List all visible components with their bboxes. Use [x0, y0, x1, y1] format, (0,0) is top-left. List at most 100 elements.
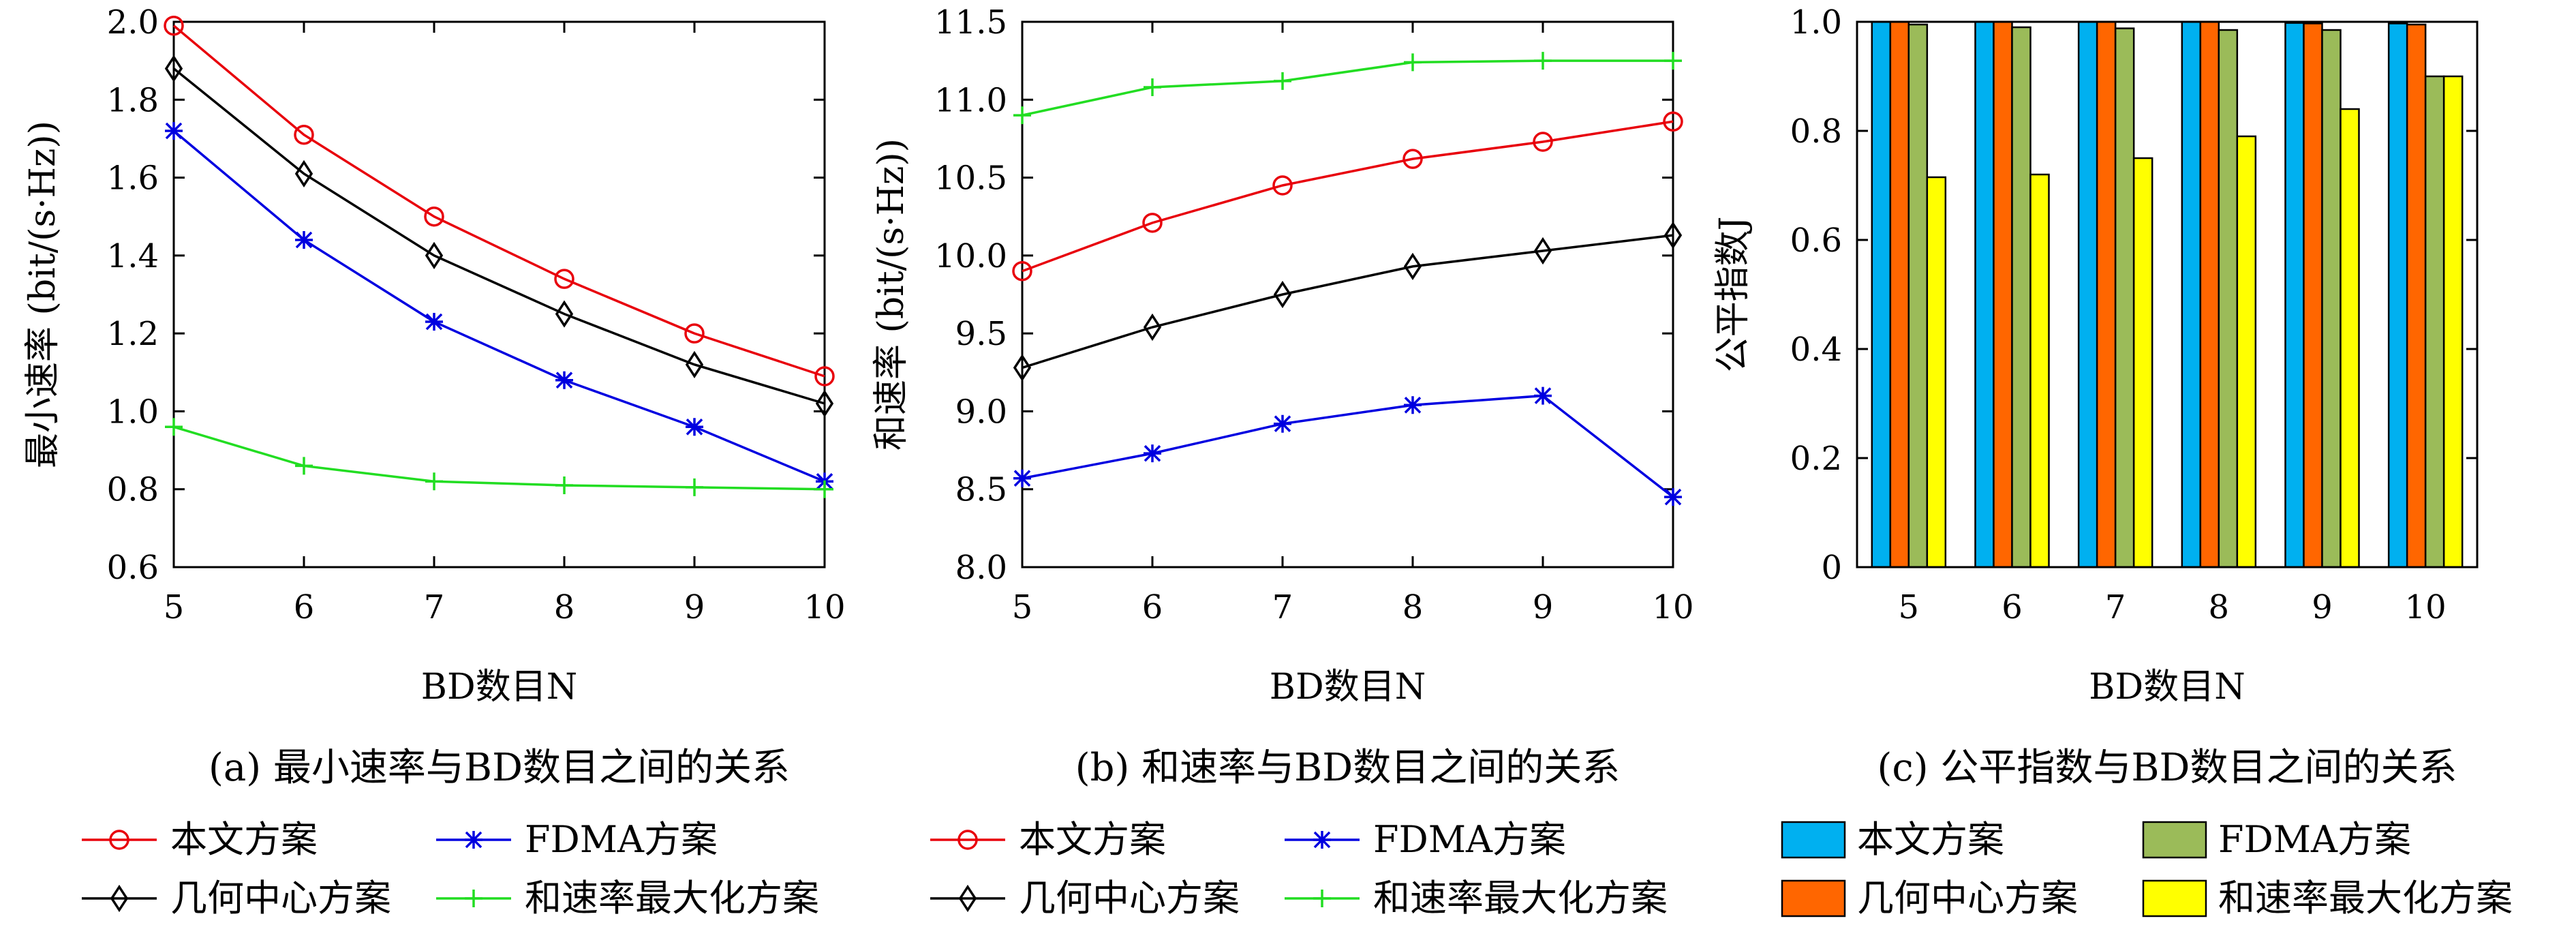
legend-label: 和速率最大化方案 — [2218, 877, 2513, 920]
series-line-maxsum — [173, 425, 825, 491]
x-tick-label: 9 — [684, 588, 705, 626]
bar-bar_geo — [2096, 20, 2117, 568]
data-point-ours-shape — [164, 15, 184, 36]
bar-bar_geo — [1889, 20, 1910, 568]
y-axis-label: 和速率 (bit/(s·Hz)) — [871, 138, 912, 451]
legend-marker-shape — [109, 830, 129, 850]
data-point-geo-shape — [555, 300, 574, 328]
legend-marker — [465, 890, 482, 907]
legend-label: 和速率最大化方案 — [525, 877, 819, 920]
y-tick-label: 11.5 — [934, 3, 1007, 42]
y-tick-label: 2.0 — [107, 3, 159, 42]
data-point-ours-shape — [424, 206, 444, 227]
data-point-maxsum-shape — [686, 478, 703, 496]
data-point-ours-shape — [814, 366, 835, 386]
data-point-maxsum — [1144, 78, 1161, 96]
legend-item-bar_geo: 几何中心方案 — [1781, 877, 2078, 920]
legend-swatch — [2142, 879, 2207, 918]
legend-item-fdma: FDMA方案 — [436, 818, 718, 861]
x-tick-label: 10 — [803, 588, 845, 626]
y-tick-label: 1.0 — [107, 393, 159, 431]
bar-bar_geo — [2406, 23, 2427, 568]
bar-bar_fdma — [2114, 27, 2135, 568]
bar-bar_ours — [1974, 20, 1995, 568]
bar-bar_maxsum — [2029, 173, 2050, 568]
data-point-fdma — [1274, 414, 1291, 433]
bar-bar_fdma — [2424, 75, 2445, 568]
x-tick-label: 6 — [294, 588, 315, 626]
data-point-maxsum-shape — [1664, 52, 1682, 70]
plot-frame — [172, 20, 826, 568]
bar-bar_ours — [1871, 20, 1892, 568]
data-point-fdma — [555, 371, 573, 389]
panel-caption: (c) 公平指数与BD数目之间的关系 — [1877, 746, 2457, 790]
legend-marker — [957, 830, 978, 850]
data-point-maxsum-shape — [1144, 78, 1161, 96]
data-point-fdma — [1404, 396, 1422, 414]
legend-item-maxsum: 和速率最大化方案 — [1285, 877, 1668, 920]
data-point-ours-shape — [1272, 175, 1293, 196]
data-point-maxsum-shape — [1013, 106, 1031, 125]
legend-label: 几何中心方案 — [170, 877, 391, 920]
bar-bar_geo — [1993, 20, 2013, 568]
legend-marker — [109, 830, 129, 850]
panel-caption: (a) 最小速率与BD数目之间的关系 — [209, 746, 790, 790]
data-point-maxsum — [425, 472, 443, 491]
data-point-maxsum — [1664, 52, 1682, 70]
plot-frame — [1021, 20, 1674, 568]
data-point-geo — [1013, 354, 1032, 382]
data-point-geo — [164, 55, 183, 82]
y-axis-label: 最小速率 (bit/(s·Hz)) — [22, 121, 63, 468]
legend-marker-shape — [1313, 890, 1331, 907]
data-point-geo-shape — [1273, 280, 1292, 309]
legend-marker-shape — [958, 884, 977, 913]
legend-label: 几何中心方案 — [1019, 877, 1240, 920]
data-point-geo-shape — [1533, 237, 1552, 265]
y-tick-label: 10.0 — [934, 237, 1007, 275]
legend-label: 本文方案 — [1857, 818, 2004, 861]
data-point-geo-shape — [164, 55, 183, 82]
x-tick-label: 10 — [1652, 588, 1693, 626]
data-point-maxsum — [1534, 52, 1552, 70]
data-point-geo — [1273, 280, 1292, 309]
data-point-geo-shape — [1403, 252, 1422, 280]
x-tick-label: 7 — [1272, 588, 1293, 626]
y-tick-label: 1.0 — [1790, 3, 1842, 42]
data-point-fdma-shape — [555, 371, 573, 389]
x-tick-label: 6 — [2002, 588, 2023, 626]
y-tick-label: 9.5 — [955, 315, 1007, 353]
data-point-fdma-shape — [1013, 469, 1031, 487]
bar-bar_maxsum — [1926, 176, 1947, 568]
data-point-geo — [1533, 237, 1552, 265]
y-tick-label: 9.0 — [955, 393, 1007, 431]
data-point-fdma-shape — [425, 313, 443, 331]
data-point-ours — [1012, 260, 1032, 282]
data-point-ours — [814, 366, 835, 386]
data-point-maxsum-shape — [555, 476, 573, 494]
legend-item-bar_fdma: FDMA方案 — [2142, 818, 2411, 861]
data-point-geo — [815, 389, 834, 418]
bar-bar_maxsum — [2132, 157, 2153, 568]
data-point-ours — [684, 323, 705, 344]
data-point-geo-shape — [685, 350, 704, 378]
legend-item-fdma: FDMA方案 — [1285, 818, 1566, 861]
data-point-maxsum-shape — [1404, 53, 1422, 72]
y-axis-label: 公平指数J — [1713, 217, 1753, 373]
bar-bar_maxsum — [2442, 75, 2464, 568]
plot-frame — [1856, 20, 2479, 568]
bar-bar_fdma — [1907, 23, 1929, 568]
legend-marker — [958, 884, 977, 913]
legend-label: 和速率最大化方案 — [1373, 877, 1668, 920]
data-point-fdma — [1664, 488, 1682, 506]
x-axis-label: BD数目N — [2089, 667, 2245, 708]
series-line-fdma — [1022, 394, 1674, 498]
data-point-geo-shape — [294, 160, 313, 187]
data-point-geo — [425, 241, 444, 269]
data-point-maxsum — [686, 478, 703, 496]
legend-marker-shape — [465, 831, 482, 849]
x-tick-label: 9 — [1533, 588, 1554, 626]
data-point-fdma — [1534, 386, 1552, 405]
data-point-fdma-shape — [686, 418, 703, 436]
data-point-ours-shape — [294, 124, 314, 145]
